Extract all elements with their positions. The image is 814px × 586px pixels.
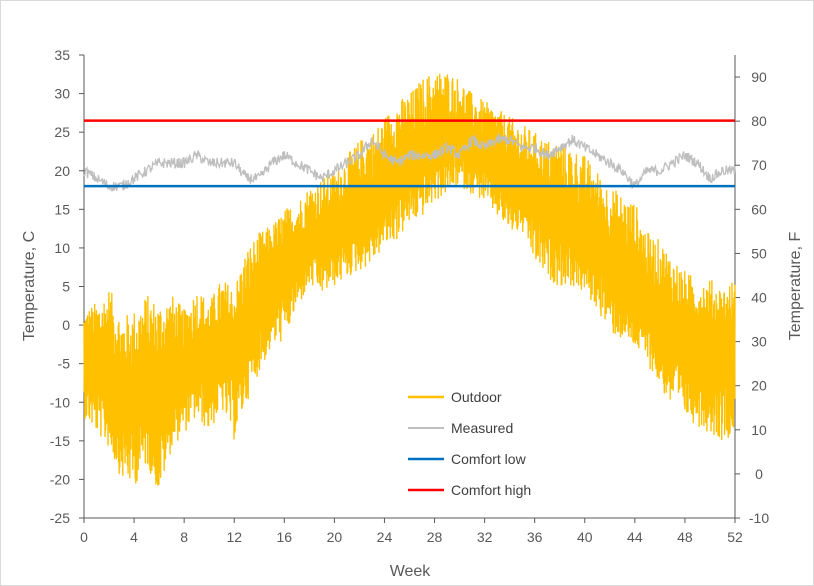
y-right-tick-label: 30 [751, 334, 767, 350]
series-comfort-lines [84, 119, 735, 188]
legend: Outdoor Measured Comfort low Comfort hig… [408, 389, 531, 498]
x-tick-label: 48 [677, 529, 693, 545]
y-ticks-left: 35 30 25 20 15 10 5 0 -5 -10 -15 -20 -25 [50, 47, 84, 526]
y-right-tick-label: 60 [751, 201, 767, 217]
y-left-tick-label: 0 [62, 317, 70, 333]
x-axis-title: Week [390, 563, 432, 580]
y-right-tick-label: 20 [751, 378, 767, 394]
x-tick-label: 12 [226, 529, 242, 545]
x-tick-label: 8 [180, 529, 188, 545]
y-left-tick-label: -10 [50, 394, 70, 410]
right-y-axis-title: Temperature, F [787, 232, 804, 341]
y-left-tick-label: 35 [54, 47, 70, 63]
y-left-tick-label: -5 [58, 356, 71, 372]
y-left-tick-label: -20 [50, 471, 70, 487]
legend-label-comfort-low: Comfort low [451, 451, 527, 467]
x-ticks: 0 4 8 12 16 20 24 28 32 36 40 44 48 52 [80, 518, 743, 545]
x-tick-label: 36 [527, 529, 543, 545]
left-y-axis-title: Temperature, C [21, 231, 38, 341]
x-tick-label: 44 [627, 529, 643, 545]
y-right-tick-label: 70 [751, 157, 767, 173]
series-line-outdoor [83, 73, 736, 486]
x-tick-label: 28 [427, 529, 443, 545]
y-right-tick-label: 80 [751, 113, 767, 129]
y-left-tick-label: -25 [50, 510, 70, 526]
x-tick-label: 40 [577, 529, 593, 545]
y-right-tick-label: 0 [755, 466, 763, 482]
legend-label-measured: Measured [451, 420, 513, 436]
y-right-tick-label: 50 [751, 245, 767, 261]
series-outdoor [83, 73, 736, 486]
y-left-tick-label: 15 [54, 201, 70, 217]
x-tick-label: 4 [130, 529, 138, 545]
series-line-measured [83, 132, 736, 192]
x-tick-label: 16 [277, 529, 293, 545]
y-left-tick-label: -15 [50, 433, 70, 449]
y-left-tick-label: 5 [62, 279, 70, 295]
x-tick-label: 24 [377, 529, 393, 545]
x-tick-label: 32 [477, 529, 493, 545]
y-right-tick-label: 40 [751, 290, 767, 306]
x-tick-label: 52 [727, 529, 743, 545]
y-left-tick-label: 10 [54, 240, 70, 256]
y-ticks-right: 90 80 70 60 50 40 30 20 10 0 -10 [735, 69, 769, 526]
y-left-tick-label: 20 [54, 163, 70, 179]
x-tick-label: 0 [80, 529, 88, 545]
series-measured [83, 132, 736, 192]
y-right-tick-label: -10 [749, 510, 769, 526]
x-tick-label: 20 [327, 529, 343, 545]
legend-label-outdoor: Outdoor [451, 389, 502, 405]
y-right-tick-label: 90 [751, 69, 767, 85]
y-left-tick-label: 25 [54, 124, 70, 140]
y-right-tick-label: 10 [751, 422, 767, 438]
legend-label-comfort-high: Comfort high [451, 482, 531, 498]
y-left-tick-label: 30 [54, 86, 70, 102]
